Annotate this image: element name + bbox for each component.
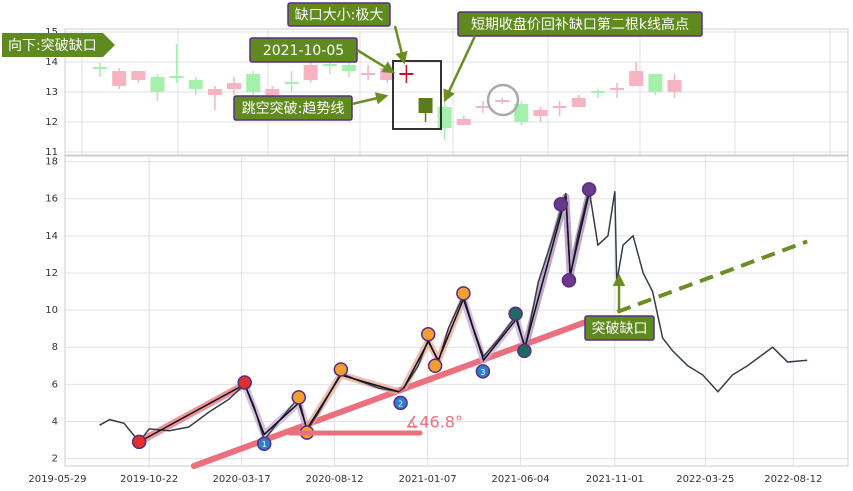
- marker-label: 3: [480, 368, 485, 377]
- y-tick-label: 15: [45, 27, 58, 38]
- pattern-marker: [508, 306, 523, 322]
- candle-body: [246, 74, 261, 92]
- y-tick-label: 18: [45, 157, 58, 168]
- y-tick-label: 12: [45, 117, 58, 128]
- marker-label: 1: [262, 440, 267, 449]
- pattern-line: [403, 298, 465, 389]
- gap-box: [392, 60, 442, 130]
- projection-line: [616, 239, 808, 314]
- x-tick-label: 2022-03-25: [676, 474, 734, 485]
- candle-body: [533, 110, 548, 116]
- pattern-marker: [237, 375, 252, 390]
- pattern-marker: [256, 436, 272, 451]
- marker-label: 2: [398, 399, 403, 408]
- x-tick-label: 2019-05-29: [28, 474, 86, 485]
- x-tick-label: 2021-06-04: [492, 474, 550, 485]
- pattern-line: [244, 384, 308, 436]
- candle-body: [112, 71, 127, 86]
- y-tick-label: 10: [45, 305, 58, 316]
- annotation: 向下:突破缺口: [8, 38, 97, 54]
- annotation: 突破缺口: [592, 321, 648, 337]
- direction-flag: [2, 33, 115, 57]
- x-tick-label: 2020-03-17: [213, 474, 271, 485]
- x-tick-label: 2021-11-01: [586, 474, 644, 485]
- candle-body: [188, 80, 203, 89]
- annotation-box: [457, 11, 703, 37]
- candle-body: [303, 65, 318, 80]
- pattern-marker: [581, 182, 597, 197]
- y-tick-label: 14: [45, 231, 58, 242]
- candle-body: [227, 83, 242, 89]
- annotation-arrow: [351, 92, 389, 106]
- pattern-marker: [456, 286, 471, 301]
- x-tick-label: 2021-01-07: [399, 474, 457, 485]
- pattern-marker: [420, 326, 436, 342]
- y-tick-label: 13: [45, 87, 58, 98]
- y-tick-label: 4: [52, 416, 58, 427]
- pattern-marker: [475, 364, 491, 379]
- annotation-box: [233, 95, 353, 121]
- annotation-box: [584, 315, 655, 341]
- pattern-marker: [427, 358, 443, 374]
- pattern-marker: [333, 362, 349, 377]
- y-tick-label: 14: [45, 57, 58, 68]
- y-tick-label: 6: [52, 379, 58, 390]
- pattern-marker: [561, 273, 577, 288]
- y-tick-label: 2: [52, 454, 58, 465]
- y-tick-label: 16: [45, 194, 58, 205]
- pattern-line: [138, 383, 246, 443]
- y-tick-label: 11: [45, 147, 58, 158]
- candle-body: [131, 71, 146, 80]
- candle-body: [418, 98, 433, 113]
- candle-body: [437, 107, 452, 128]
- x-tick-label: 2019-10-22: [120, 474, 178, 485]
- y-tick-label: 8: [52, 342, 58, 353]
- candle-body: [571, 98, 586, 107]
- x-tick-label: 2022-08-12: [764, 474, 822, 485]
- pattern-line: [524, 192, 590, 348]
- pattern-marker: [553, 197, 569, 212]
- annotation-arrow: [393, 25, 408, 65]
- annotation: 缺口大小:极大: [295, 8, 384, 24]
- candle-body: [514, 104, 529, 122]
- annotation: 短期收盘价回补缺口第二根k线高点: [471, 16, 689, 33]
- candle-body: [648, 74, 663, 92]
- annotation-arrow: [356, 48, 396, 74]
- pattern-marker: [517, 343, 532, 359]
- candle-body: [456, 119, 471, 125]
- y-tick-label: 12: [45, 268, 58, 279]
- annotation: 2021-10-05: [263, 43, 344, 59]
- candle-body: [341, 65, 356, 71]
- annotation-box: [287, 2, 391, 27]
- pattern-line: [462, 298, 526, 362]
- x-tick-label: 2020-08-12: [306, 474, 364, 485]
- annotation: 跳空突破:趋势线: [242, 101, 345, 117]
- candle-body: [667, 80, 682, 92]
- pattern-marker: [393, 395, 408, 411]
- candle-body: [265, 89, 280, 95]
- candle-body: [207, 89, 222, 95]
- candle-body: [150, 77, 165, 92]
- refill-circle: [486, 83, 520, 117]
- pattern-marker: [131, 434, 147, 450]
- candle-body: [629, 71, 644, 86]
- pattern-marker: [291, 390, 307, 405]
- annotation-arrow: [443, 35, 477, 103]
- angle-label: ∡46.8°: [405, 413, 463, 432]
